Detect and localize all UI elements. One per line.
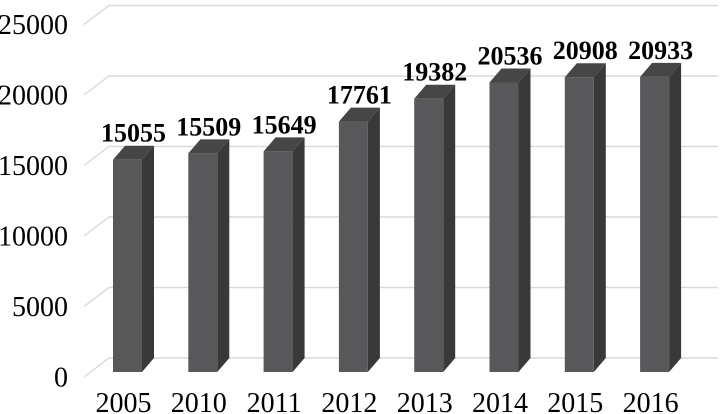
- bar-side-face: [292, 137, 305, 372]
- bar-value-label: 20933: [628, 36, 693, 65]
- bar-front-face: [564, 77, 594, 372]
- y-axis-tick-label: 15000: [0, 151, 68, 182]
- bar-front-face: [263, 151, 293, 372]
- gridline: [83, 145, 718, 167]
- bar-front-face: [113, 159, 142, 372]
- bars-group: [113, 62, 682, 373]
- gridline: [83, 75, 718, 96]
- bar-2014: [489, 68, 531, 373]
- x-axis-category-label: 2014: [472, 388, 528, 414]
- x-axis-category-label: 2012: [321, 388, 377, 414]
- bar-value-label: 20908: [553, 36, 618, 65]
- gridlines-group: [83, 4, 718, 378]
- bar-side-face: [217, 139, 230, 372]
- y-axis-tick-label: 5000: [12, 292, 68, 323]
- bar-value-label: 17761: [327, 81, 392, 110]
- bar-value-label: 20536: [478, 41, 543, 70]
- bar-2015: [564, 63, 606, 372]
- x-axis-category-label: 2011: [247, 388, 302, 414]
- bar-2010: [188, 139, 230, 372]
- bar-side-face: [367, 107, 380, 373]
- bar-top-face: [188, 139, 230, 154]
- bar-side-face: [669, 62, 682, 373]
- x-axis-labels-group: 2005 2010 2011 2012 2013 2014 2015 2016: [96, 388, 679, 414]
- bar-2005: [113, 145, 154, 372]
- gridline: [83, 286, 718, 308]
- bar-front-face: [640, 76, 670, 373]
- bar-front-face: [338, 121, 368, 372]
- y-axis-labels-group: 0 5000 10000 15000 20000 25000: [0, 10, 68, 394]
- bar-side-face: [142, 145, 154, 372]
- bar-2016: [640, 62, 682, 373]
- bar-top-face: [489, 68, 531, 83]
- x-axis-category-label: 2013: [397, 388, 453, 414]
- bar-front-face: [188, 153, 218, 372]
- y-axis-tick-label: 25000: [0, 10, 68, 41]
- y-axis-tick-label: 20000: [0, 81, 68, 112]
- bar-side-face: [518, 68, 531, 373]
- bar-top-face: [338, 107, 380, 122]
- x-axis-category-label: 2005: [96, 388, 152, 414]
- bar-side-face: [593, 63, 606, 372]
- bar-value-label: 15055: [101, 119, 166, 148]
- gridline: [83, 4, 718, 26]
- gridline: [83, 216, 718, 237]
- bar-front-face: [414, 98, 444, 372]
- gridline: [83, 357, 718, 378]
- bar-value-label: 15649: [252, 110, 317, 139]
- bar-side-face: [443, 84, 456, 372]
- bar-2012: [338, 107, 380, 373]
- bar-top-face: [113, 145, 154, 160]
- bar-top-face: [414, 84, 456, 99]
- bar-2013: [414, 84, 456, 372]
- value-labels-group: 15055 15509 15649 17761 19382 20536 20908 20933: [101, 36, 693, 148]
- bar-top-face: [640, 62, 682, 77]
- x-axis-category-label: 2016: [623, 388, 679, 414]
- y-axis-tick-label: 0: [54, 363, 68, 394]
- bar-top-face: [564, 63, 606, 78]
- bar-2011: [263, 137, 305, 372]
- bar-top-face: [263, 137, 305, 152]
- x-axis-category-label: 2010: [171, 388, 227, 414]
- bar-front-face: [489, 82, 519, 373]
- y-axis-tick-label: 10000: [0, 222, 68, 253]
- bar-value-label: 19382: [402, 58, 467, 87]
- bar-value-label: 15509: [176, 112, 241, 141]
- x-axis-category-label: 2015: [547, 388, 603, 414]
